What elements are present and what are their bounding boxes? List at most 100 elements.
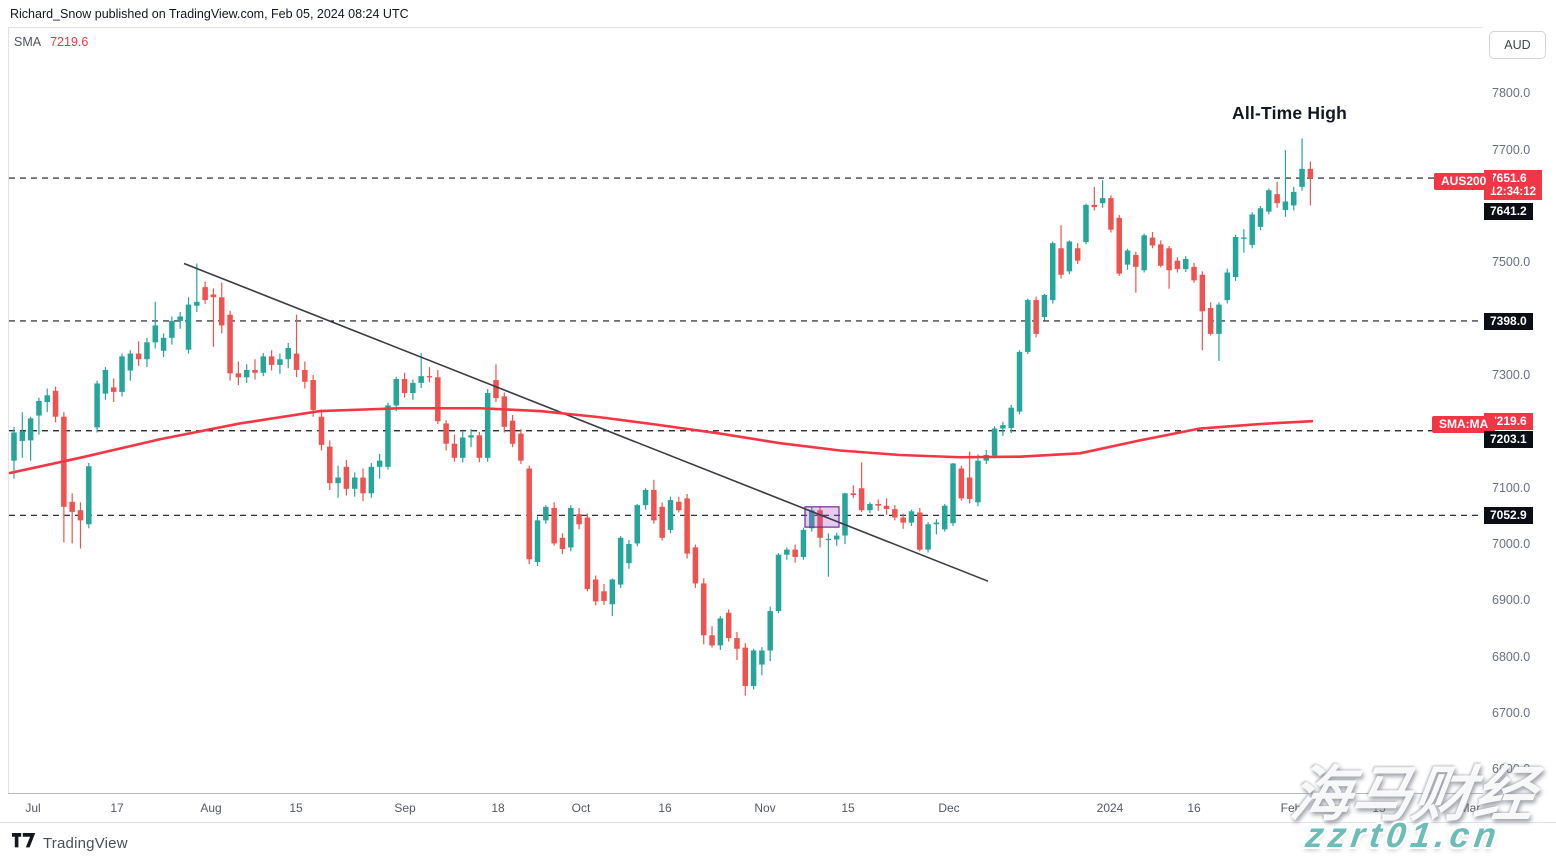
candle-body	[1249, 214, 1255, 245]
time-tick: Aug	[200, 801, 222, 815]
candle-body	[576, 514, 582, 525]
title-divider	[8, 27, 1556, 28]
candle-body	[11, 432, 17, 461]
candle-body	[950, 463, 956, 524]
sma-line	[8, 406, 1314, 475]
candle-body	[1182, 258, 1189, 270]
candle-body	[1282, 201, 1289, 210]
price-tick: 7000.0	[1492, 537, 1531, 552]
candle-body	[568, 507, 574, 548]
candle-body	[775, 554, 782, 612]
candle-body	[858, 488, 865, 511]
price-badge-black: 7203.1	[1484, 431, 1533, 448]
indicator-legend[interactable]: SMA 7219.6	[14, 35, 88, 49]
candle-body	[1108, 198, 1114, 230]
candle-body	[1299, 168, 1305, 187]
candle-body	[559, 537, 566, 550]
candle-body	[1158, 244, 1164, 266]
candle-body	[1307, 168, 1314, 179]
candle-body	[94, 383, 100, 428]
candle-body	[235, 373, 242, 378]
candle-body	[459, 437, 466, 458]
candle-body	[725, 612, 732, 639]
candle-body	[61, 416, 67, 507]
candle-body	[1124, 250, 1131, 265]
candle-body	[243, 369, 250, 378]
candle-body	[991, 428, 998, 456]
candle-body	[493, 380, 499, 399]
candle-body	[1000, 425, 1006, 429]
candle-body	[1050, 243, 1056, 301]
candle-body	[700, 583, 707, 636]
candle-body	[69, 501, 75, 512]
candle-body	[809, 510, 815, 529]
candle-body	[1257, 208, 1264, 227]
candle-body	[52, 390, 59, 417]
candle-body	[892, 509, 898, 518]
candle-body	[908, 511, 915, 523]
candle-body	[543, 506, 549, 521]
candle-body	[160, 337, 167, 351]
candle-body	[177, 316, 183, 321]
time-tick: Nov	[754, 801, 776, 815]
time-tick: 15	[841, 801, 855, 815]
chart-title: Richard_Snow published on TradingView.co…	[10, 7, 409, 21]
time-tick: Dec	[938, 801, 960, 815]
price-tick: 6800.0	[1492, 649, 1531, 664]
candle-body	[534, 520, 541, 563]
candle-body	[1241, 237, 1247, 239]
price-tick: 7500.0	[1492, 255, 1531, 270]
candle-body	[410, 382, 416, 394]
candle-body	[293, 353, 300, 370]
candle-body	[310, 380, 316, 410]
candle-body	[260, 356, 267, 373]
candle-body	[401, 378, 408, 394]
candle-body	[219, 297, 225, 326]
candle-body	[784, 549, 790, 555]
candle-body	[966, 477, 973, 499]
candle-body	[285, 347, 291, 360]
candle-body	[1199, 274, 1206, 312]
candle-body	[44, 395, 50, 403]
highlight-rect	[804, 506, 840, 528]
candle-body	[152, 325, 159, 343]
time-tick: 17	[110, 801, 124, 815]
candle-body	[451, 443, 458, 458]
candle-body	[651, 489, 657, 521]
time-tick: 16	[1187, 801, 1201, 815]
countdown-timer: 12:34:12	[1490, 186, 1537, 198]
candle-body	[1066, 241, 1073, 272]
candle-body	[684, 498, 690, 554]
candle-body	[351, 477, 358, 489]
candle-body	[376, 460, 383, 467]
candle-body	[659, 506, 665, 538]
tradingview-attribution[interactable]: TradingView	[12, 833, 128, 853]
candle-body	[144, 342, 150, 360]
price-tick: 6900.0	[1492, 593, 1531, 608]
candle-body	[842, 493, 848, 536]
candle-body	[1274, 194, 1280, 204]
currency-button[interactable]: AUD	[1489, 31, 1546, 59]
all-time-high-annotation: All-Time High	[1232, 103, 1348, 123]
price-tick: 6600.0	[1492, 762, 1531, 777]
price-tick: 7100.0	[1492, 480, 1531, 495]
candle-body	[1216, 304, 1222, 334]
candle-body	[1008, 407, 1014, 428]
candle-body	[518, 433, 524, 461]
candle-body	[501, 396, 508, 427]
price-badge-black: 7398.0	[1484, 313, 1533, 330]
candle-body	[1116, 217, 1122, 274]
candle-body	[110, 387, 117, 392]
candle-body	[975, 460, 981, 503]
candle-body	[1141, 235, 1147, 271]
candle-body	[933, 522, 940, 525]
candle-body	[1266, 190, 1272, 212]
candle-body	[750, 650, 757, 686]
candle-body	[609, 579, 616, 605]
candle-body	[135, 353, 142, 360]
candle-body	[1058, 248, 1064, 275]
candle-body	[210, 294, 217, 298]
candle-body	[443, 423, 449, 444]
